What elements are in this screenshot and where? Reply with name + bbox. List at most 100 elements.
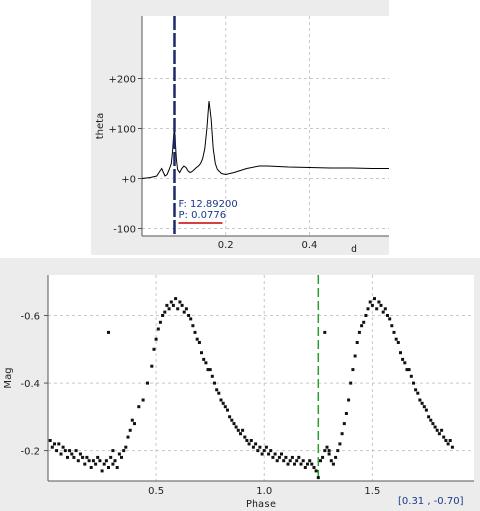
data-point [429,418,433,422]
data-point [98,459,102,463]
data-point [184,307,188,311]
data-point [267,452,271,456]
data-point [120,455,123,459]
data-point [349,381,353,385]
data-point [48,439,52,442]
y-tick-label: -0.2 [20,447,40,458]
data-point [442,435,446,439]
data-point [169,300,173,304]
y-tick-label: +0 [121,175,136,186]
data-point [230,418,234,422]
data-point [66,455,69,459]
data-point [323,330,327,334]
data-point [342,422,346,426]
data-point [401,357,405,361]
data-point [74,449,78,453]
data-point [200,351,203,355]
data-point [301,459,305,463]
data-point [390,324,394,328]
data-point [107,330,110,334]
data-point [111,449,115,453]
y-tick-label: -100 [113,225,136,236]
data-point [245,439,249,442]
data-point [178,300,182,304]
data-point [321,455,325,459]
data-point [375,307,379,311]
data-point [319,459,322,463]
data-point [295,459,299,463]
y-axis-title: theta [95,113,106,139]
data-point [213,381,216,385]
data-point [364,314,368,317]
data-point [217,391,221,395]
data-point [323,449,327,453]
data-point [176,307,180,311]
cursor-readout: [0.31 , -0.70] [398,496,464,507]
data-point [83,462,87,466]
data-point [128,428,132,432]
data-point [277,455,281,459]
x-axis-title: Phase [246,499,276,510]
y-tick-label: -0.6 [20,312,40,323]
data-point [251,445,255,449]
data-point [360,324,364,328]
data-point [158,320,162,324]
data-point [89,466,93,469]
data-point [50,445,54,449]
data-point [228,415,232,419]
data-point [269,449,273,453]
plot-area [142,16,389,236]
data-point [57,442,61,446]
x-tick-label: 1.5 [364,486,380,497]
data-point [288,459,292,463]
data-point [448,439,452,442]
data-point [381,310,385,314]
data-point [78,452,82,456]
phase-diagram-chart[interactable]: 0.5 1.0 1.5 -0.2 -0.4 -0.6 Mag Phase [0,258,480,511]
data-point [182,310,186,314]
data-point [195,337,199,341]
data-point [427,415,431,419]
data-point [407,368,411,372]
data-point [53,442,56,446]
data-point [405,368,409,372]
data-point [239,432,242,436]
data-point [76,459,80,463]
data-point [435,428,439,432]
data-point [94,462,98,466]
data-point [314,469,318,473]
data-point [340,432,344,436]
x-tick-label: 0.5 [148,486,164,497]
data-point [280,452,283,456]
data-point [137,405,141,409]
data-point [338,442,342,446]
data-point [440,428,444,432]
data-point [91,459,95,463]
data-point [219,398,223,402]
data-point [325,445,329,449]
data-point [165,303,169,307]
data-point [366,307,370,311]
data-point [284,455,288,459]
data-point [111,462,115,466]
x-tick-label: 1.0 [256,486,272,497]
data-point [256,449,260,453]
data-point [254,442,258,446]
data-point [191,324,195,328]
data-point [394,337,398,341]
data-point [81,455,85,459]
data-point [299,462,303,466]
data-point [446,442,450,446]
data-point [316,476,320,480]
data-point [126,435,130,439]
periodogram-panel: 0.2 0.4 -100 +0 +100 +200 F: 12.89200 P: 0.0776… [91,0,389,255]
data-point [310,462,314,466]
data-point [206,368,210,372]
data-point [189,317,193,321]
data-point [355,341,359,344]
data-point [396,341,400,344]
data-point [234,425,238,429]
data-point [156,327,160,331]
data-point [444,439,448,442]
